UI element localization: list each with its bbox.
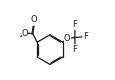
Text: F: F bbox=[83, 32, 87, 41]
Text: F: F bbox=[72, 45, 77, 54]
Text: F: F bbox=[72, 20, 77, 29]
Text: O: O bbox=[22, 28, 28, 38]
Text: O: O bbox=[63, 34, 70, 43]
Text: O: O bbox=[30, 15, 37, 24]
